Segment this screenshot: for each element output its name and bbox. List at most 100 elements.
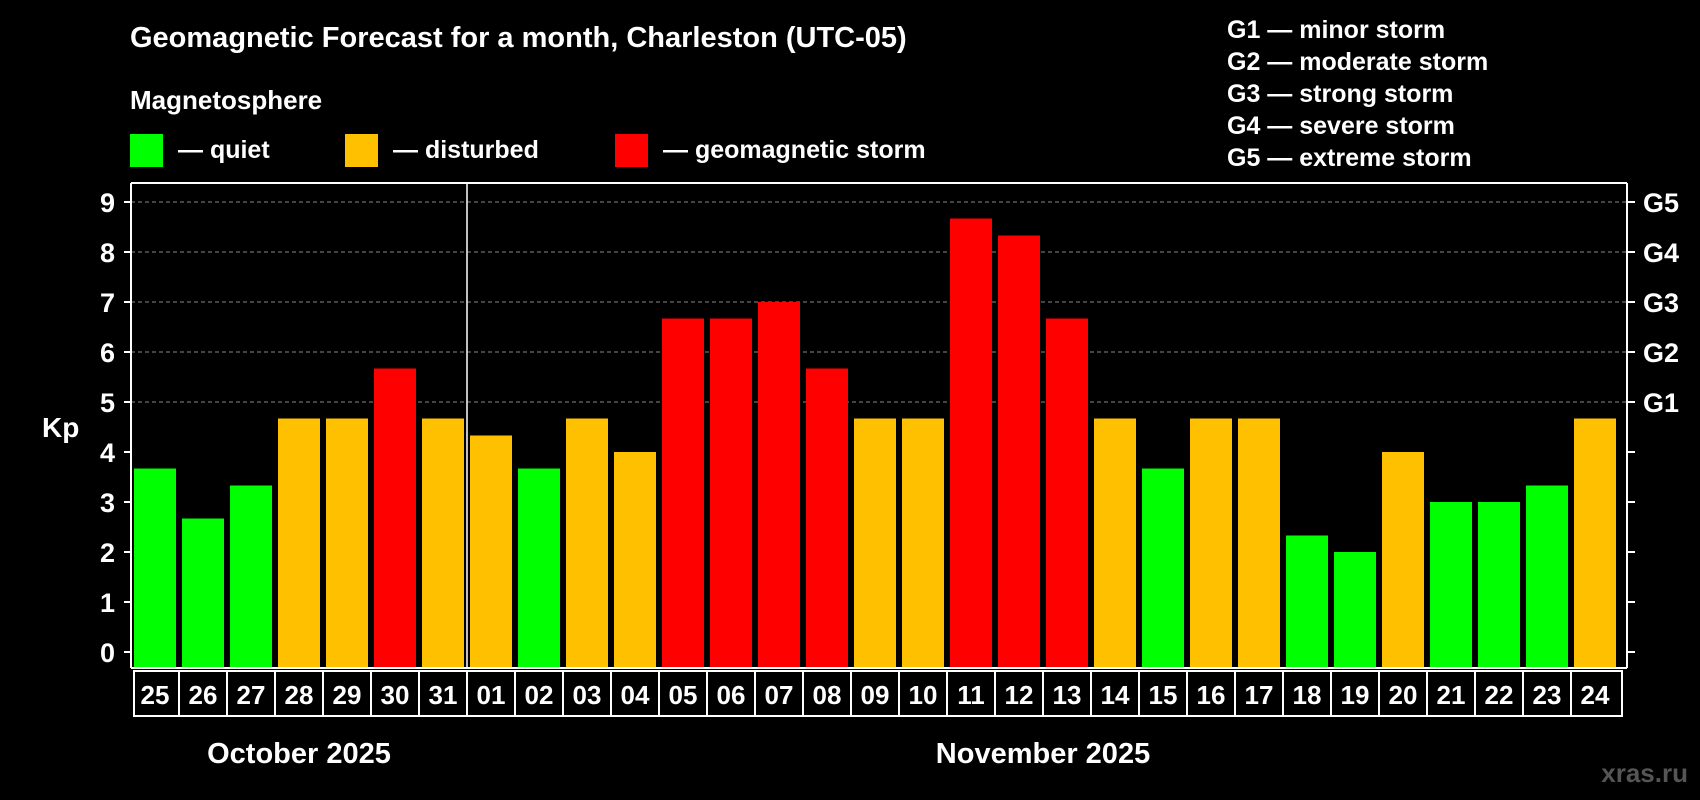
bar-29 — [326, 418, 368, 668]
day-label-19: 19 — [1341, 680, 1370, 710]
storm-level-5: G5 — extreme storm — [1227, 144, 1472, 172]
bar-25 — [134, 468, 176, 668]
watermark: xras.ru — [1601, 758, 1688, 788]
bar-24 — [1574, 418, 1616, 668]
day-label-23: 23 — [1533, 680, 1562, 710]
right-tick-label-G2: G2 — [1643, 338, 1679, 368]
bar-31 — [422, 418, 464, 668]
day-label-18: 18 — [1293, 680, 1322, 710]
right-tick-label-G4: G4 — [1643, 238, 1679, 268]
day-label-13: 13 — [1053, 680, 1082, 710]
right-tick-label-G5: G5 — [1643, 188, 1679, 218]
day-label-04: 04 — [621, 680, 650, 710]
day-label-11: 11 — [957, 680, 985, 710]
bar-19 — [1334, 552, 1376, 668]
y-tick-label-3: 3 — [100, 488, 115, 518]
y-tick-label-7: 7 — [100, 288, 115, 318]
bar-01 — [470, 435, 512, 668]
right-tick-label-G3: G3 — [1643, 288, 1679, 318]
bar-28 — [278, 418, 320, 668]
storm-level-2: G2 — moderate storm — [1227, 48, 1488, 76]
day-label-10: 10 — [909, 680, 938, 710]
bar-11 — [950, 218, 992, 668]
day-label-01: 01 — [477, 680, 506, 710]
day-label-22: 22 — [1485, 680, 1514, 710]
bar-02 — [518, 468, 560, 668]
y-tick-label-5: 5 — [100, 388, 115, 418]
day-row-frame — [133, 670, 1623, 717]
y-tick-label-9: 9 — [100, 188, 115, 218]
y-tick-label-2: 2 — [100, 538, 115, 568]
legend-swatch-1 — [345, 134, 378, 167]
day-label-16: 16 — [1197, 680, 1226, 710]
day-label-05: 05 — [669, 680, 698, 710]
bar-21 — [1430, 502, 1472, 668]
day-label-06: 06 — [717, 680, 746, 710]
day-label-07: 07 — [765, 680, 794, 710]
day-label-17: 17 — [1245, 680, 1274, 710]
bar-05 — [662, 318, 704, 668]
gridlines — [131, 201, 1627, 403]
legend-swatch-0 — [130, 134, 163, 167]
storm-level-4: G4 — severe storm — [1227, 112, 1455, 140]
y-tick-label-0: 0 — [100, 638, 115, 668]
bar-17 — [1238, 418, 1280, 668]
day-label-12: 12 — [1005, 680, 1034, 710]
bar-15 — [1142, 468, 1184, 668]
day-label-27: 27 — [237, 680, 266, 710]
bar-13 — [1046, 318, 1088, 668]
bar-22 — [1478, 502, 1520, 668]
day-label-20: 20 — [1389, 680, 1418, 710]
y-tick-label-8: 8 — [100, 238, 115, 268]
bar-07 — [758, 302, 800, 668]
day-label-21: 21 — [1437, 680, 1466, 710]
bar-06 — [710, 318, 752, 668]
storm-level-3: G3 — strong storm — [1227, 80, 1453, 108]
day-label-15: 15 — [1149, 680, 1178, 710]
bar-03 — [566, 418, 608, 668]
y-axis-label: Kp — [42, 412, 79, 443]
day-label-08: 08 — [813, 680, 842, 710]
bar-18 — [1286, 535, 1328, 668]
legend-title: Magnetosphere — [130, 85, 322, 115]
legend-label-1: — disturbed — [393, 136, 539, 164]
y-tick-label-6: 6 — [100, 338, 115, 368]
bar-27 — [230, 485, 272, 668]
legend-label-0: — quiet — [178, 136, 270, 164]
day-label-24: 24 — [1581, 680, 1610, 710]
legend: — quiet — disturbed — geomagnetic storm — [130, 134, 926, 167]
day-label-03: 03 — [573, 680, 602, 710]
bar-09 — [854, 418, 896, 668]
day-label-25: 25 — [141, 680, 170, 710]
legend-label-2: — geomagnetic storm — [663, 136, 926, 164]
day-label-29: 29 — [333, 680, 362, 710]
month-label-0: October 2025 — [207, 738, 391, 770]
bars — [134, 218, 1616, 668]
bar-04 — [614, 452, 656, 668]
bar-30 — [374, 368, 416, 668]
day-label-02: 02 — [525, 680, 554, 710]
y-tick-label-1: 1 — [100, 588, 115, 618]
bar-26 — [182, 518, 224, 668]
day-label-28: 28 — [285, 680, 314, 710]
day-label-30: 30 — [381, 680, 410, 710]
month-label-1: November 2025 — [936, 738, 1150, 770]
bar-10 — [902, 418, 944, 668]
bar-23 — [1526, 485, 1568, 668]
chart-title: Geomagnetic Forecast for a month, Charle… — [130, 22, 907, 54]
bar-16 — [1190, 418, 1232, 668]
storm-level-key: G1 — minor storm G2 — moderate storm G3 — … — [1227, 16, 1488, 172]
right-tick-label-G1: G1 — [1643, 388, 1679, 418]
day-label-09: 09 — [861, 680, 890, 710]
day-label-14: 14 — [1101, 680, 1130, 710]
bar-20 — [1382, 452, 1424, 668]
day-label-26: 26 — [189, 680, 218, 710]
bar-12 — [998, 235, 1040, 668]
day-label-31: 31 — [429, 680, 458, 710]
y-tick-label-4: 4 — [100, 438, 115, 468]
bar-08 — [806, 368, 848, 668]
legend-swatch-2 — [615, 134, 648, 167]
bar-14 — [1094, 418, 1136, 668]
